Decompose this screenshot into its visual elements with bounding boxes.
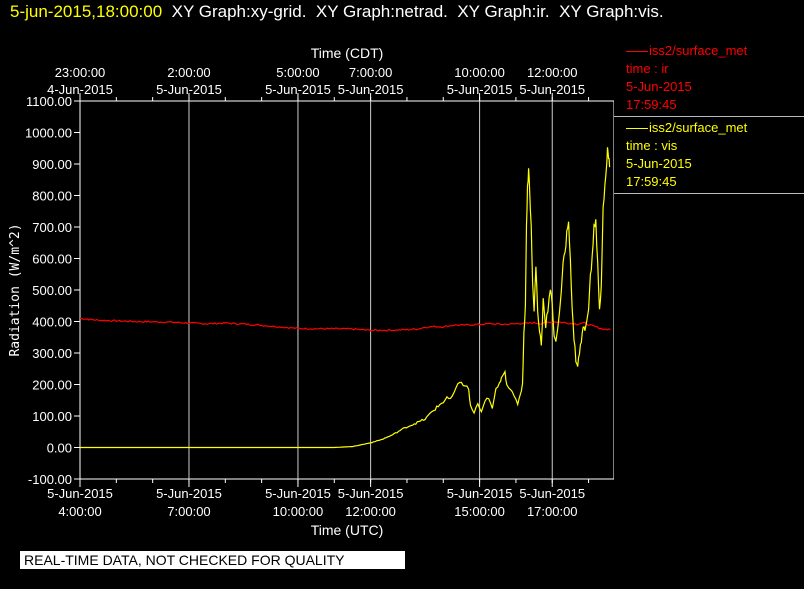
top-tick-label-date: 5-Jun-2015 [338, 82, 404, 97]
legend-vis-source: iss2/surface_met [626, 119, 804, 137]
legend: iss2/surface_met time : ir 5-Jun-2015 17… [614, 40, 804, 194]
top-tick-label-time: 5:00:00 [276, 65, 319, 80]
y-tick-label: 200.00 [32, 378, 72, 393]
graph-tag-ir: XY Graph:ir. [457, 2, 550, 21]
xy-chart: -100.00 0.00 100.00 200.00 300.00 400.00 500.0… [8, 45, 614, 538]
legend-vis: iss2/surface_met time : vis 5-Jun-2015 1… [614, 117, 804, 194]
tick-marks [74, 93, 590, 487]
bottom-tick-label-time: 17:00:00 [527, 504, 578, 519]
legend-vis-source-text: iss2/surface_met [649, 120, 748, 135]
y-tick-label: 600.00 [32, 252, 72, 267]
title-bar: 5-jun-2015,18:00:00 XY Graph:xy-grid. XY… [10, 2, 800, 22]
bottom-tick-label-time: 10:00:00 [273, 504, 324, 519]
legend-vis-time: 17:59:45 [626, 174, 677, 189]
graph-tag-vis: XY Graph:vis. [559, 2, 664, 21]
legend-vis-var: time : vis [626, 138, 678, 153]
top-tick-label-time: 23:00:00 [55, 65, 106, 80]
top-tick-label-time: 7:00:00 [349, 65, 392, 80]
graph-tag-grid: XY Graph:xy-grid. [171, 2, 307, 21]
top-tick-label-time: 10:00:00 [454, 65, 505, 80]
series-layer [80, 147, 611, 449]
top-tick-label-time: 12:00:00 [527, 65, 578, 80]
bottom-tick-label-date: 5-Jun-2015 [265, 486, 331, 501]
y-axis-title: Radiation (W/m^2) [8, 223, 23, 356]
top-tick-label-date: 5-Jun-2015 [156, 82, 222, 97]
legend-ir-source: iss2/surface_met [626, 42, 804, 60]
header-datetime: 5-jun-2015,18:00:00 [10, 2, 163, 21]
plot-frame [79, 100, 614, 480]
legend-ir-date: 5-Jun-2015 [626, 79, 692, 94]
y-tick-label: 1000.00 [25, 126, 72, 141]
bottom-tick-label-date: 5-Jun-2015 [447, 486, 513, 501]
top-tick-label-date: 5-Jun-2015 [265, 82, 331, 97]
y-tick-label: 300.00 [32, 346, 72, 361]
legend-ir-time: 17:59:45 [626, 97, 677, 112]
grid-lines [188, 101, 553, 479]
graph-tag-netrad: XY Graph:netrad. [315, 2, 448, 21]
bottom-tick-label-date: 5-Jun-2015 [338, 486, 404, 501]
top-tick-label-date: 5-Jun-2015 [519, 82, 585, 97]
legend-vis-line-sample [626, 128, 648, 130]
y-tick-label: 100.00 [32, 409, 72, 424]
series-line-vis [80, 147, 611, 449]
top-tick-label-date: 5-Jun-2015 [447, 82, 513, 97]
y-tick-label: 400.00 [32, 315, 72, 330]
bottom-tick-label-time: 15:00:00 [454, 504, 505, 519]
bottom-tick-label-date: 5-Jun-2015 [156, 486, 222, 501]
legend-ir-var: time : ir [626, 61, 669, 76]
top-tick-label-date: 4-Jun-2015 [47, 82, 113, 97]
top-axis-title: Time (CDT) [311, 45, 384, 61]
y-tick-label: -100.00 [28, 472, 72, 487]
y-tick-label: 500.00 [32, 283, 72, 298]
y-tick-label: 1100.00 [26, 94, 72, 109]
y-tick-label: 800.00 [32, 189, 72, 204]
legend-ir-source-text: iss2/surface_met [649, 43, 748, 58]
y-tick-label: 0.00 [47, 441, 72, 456]
tick-labels: -100.00 0.00 100.00 200.00 300.00 400.00 500.0… [25, 65, 585, 519]
series-line-ir [80, 317, 611, 332]
bottom-tick-label-time: 4:00:00 [58, 504, 101, 519]
legend-ir-line-sample [626, 51, 648, 53]
legend-ir: iss2/surface_met time : ir 5-Jun-2015 17… [614, 40, 804, 117]
bottom-tick-label-time: 12:00:00 [345, 504, 396, 519]
bottom-tick-label-date: 5-Jun-2015 [519, 486, 585, 501]
y-tick-label: 900.00 [32, 157, 72, 172]
top-tick-label-time: 2:00:00 [167, 65, 210, 80]
quality-banner: REAL-TIME DATA, NOT CHECKED FOR QUALITY [20, 551, 405, 569]
bottom-axis-title: Time (UTC) [311, 522, 384, 538]
bottom-tick-label-date: 5-Jun-2015 [47, 486, 113, 501]
bottom-tick-label-time: 7:00:00 [167, 504, 210, 519]
legend-vis-date: 5-Jun-2015 [626, 156, 692, 171]
y-tick-label: 700.00 [32, 220, 72, 235]
